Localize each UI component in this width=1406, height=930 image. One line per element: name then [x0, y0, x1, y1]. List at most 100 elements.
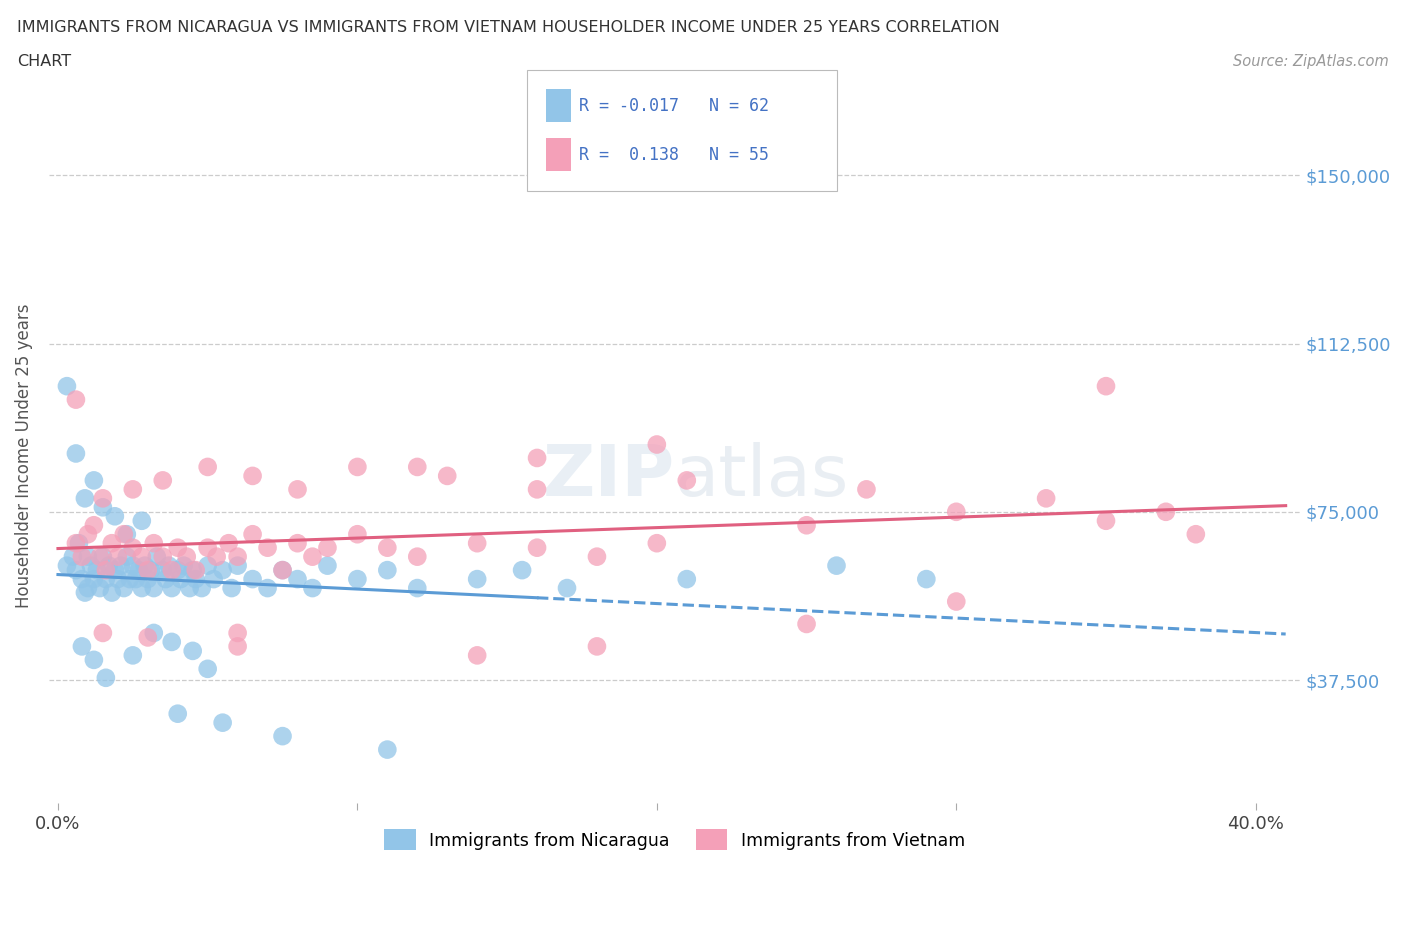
Point	[91, 499, 114, 514]
Point	[287, 572, 309, 587]
Point	[91, 550, 114, 565]
Point	[65, 563, 87, 578]
Point	[166, 706, 188, 721]
Point	[1154, 504, 1177, 519]
Point	[586, 550, 609, 565]
Point	[287, 482, 309, 497]
Point	[184, 572, 207, 587]
Point	[526, 450, 548, 465]
Point	[465, 536, 488, 551]
Point	[118, 572, 141, 587]
Point	[645, 437, 668, 452]
Point	[86, 563, 108, 578]
Point	[202, 572, 225, 587]
Point	[346, 526, 368, 541]
Point	[301, 550, 323, 565]
Point	[855, 482, 877, 497]
Point	[226, 550, 249, 565]
Point	[271, 563, 294, 578]
Point	[945, 594, 967, 609]
Point	[107, 572, 129, 587]
Point	[555, 580, 578, 595]
Point	[65, 392, 87, 407]
Point	[65, 536, 87, 551]
Point	[131, 580, 153, 595]
Point	[242, 572, 264, 587]
Point	[80, 558, 103, 573]
Point	[184, 563, 207, 578]
Point	[152, 563, 174, 578]
Point	[179, 580, 201, 595]
Point	[97, 558, 120, 573]
Point	[121, 648, 143, 663]
Point	[94, 671, 117, 685]
Point	[271, 563, 294, 578]
Point	[406, 580, 429, 595]
Point	[134, 558, 156, 573]
Point	[197, 540, 219, 555]
Point	[112, 580, 135, 595]
Point	[83, 572, 105, 587]
Point	[121, 482, 143, 497]
Point	[77, 550, 100, 565]
Point	[83, 653, 105, 668]
Point	[166, 563, 188, 578]
Point	[115, 526, 138, 541]
Point	[142, 580, 165, 595]
Point	[316, 558, 339, 573]
Point	[139, 563, 162, 578]
Point	[1095, 513, 1118, 528]
Text: R =  0.138   N = 55: R = 0.138 N = 55	[579, 146, 769, 164]
Point	[70, 572, 93, 587]
Text: R = -0.017   N = 62: R = -0.017 N = 62	[579, 97, 769, 114]
Point	[316, 540, 339, 555]
Point	[157, 558, 180, 573]
Point	[526, 540, 548, 555]
Legend: Immigrants from Nicaragua, Immigrants from Vietnam: Immigrants from Nicaragua, Immigrants fr…	[377, 822, 973, 857]
Point	[675, 572, 697, 587]
Point	[65, 446, 87, 461]
Point	[131, 550, 153, 565]
Point	[170, 572, 193, 587]
Point	[181, 563, 204, 578]
Text: atlas: atlas	[675, 442, 849, 512]
Point	[83, 518, 105, 533]
Point	[205, 550, 228, 565]
Point	[375, 563, 398, 578]
Point	[218, 536, 240, 551]
Point	[155, 572, 177, 587]
Point	[131, 513, 153, 528]
Point	[142, 626, 165, 641]
Point	[226, 558, 249, 573]
Point	[1035, 491, 1057, 506]
Point	[301, 580, 323, 595]
Point	[146, 550, 169, 565]
Point	[796, 518, 818, 533]
Point	[221, 580, 243, 595]
Point	[73, 491, 96, 506]
Point	[62, 550, 84, 565]
Point	[77, 580, 100, 595]
Point	[70, 639, 93, 654]
Point	[645, 536, 668, 551]
Point	[465, 572, 488, 587]
Point	[56, 558, 79, 573]
Point	[128, 563, 150, 578]
Point	[104, 509, 127, 524]
Point	[112, 526, 135, 541]
Point	[136, 630, 159, 644]
Point	[825, 558, 848, 573]
Point	[152, 550, 174, 565]
Point	[465, 648, 488, 663]
Point	[1095, 379, 1118, 393]
Point	[160, 634, 183, 649]
Text: ZIP: ZIP	[543, 442, 675, 512]
Y-axis label: Householder Income Under 25 years: Householder Income Under 25 years	[15, 303, 32, 608]
Point	[510, 563, 533, 578]
Point	[67, 536, 90, 551]
Point	[104, 563, 127, 578]
Point	[176, 550, 198, 565]
Point	[160, 580, 183, 595]
Text: CHART: CHART	[17, 54, 70, 69]
Point	[107, 550, 129, 565]
